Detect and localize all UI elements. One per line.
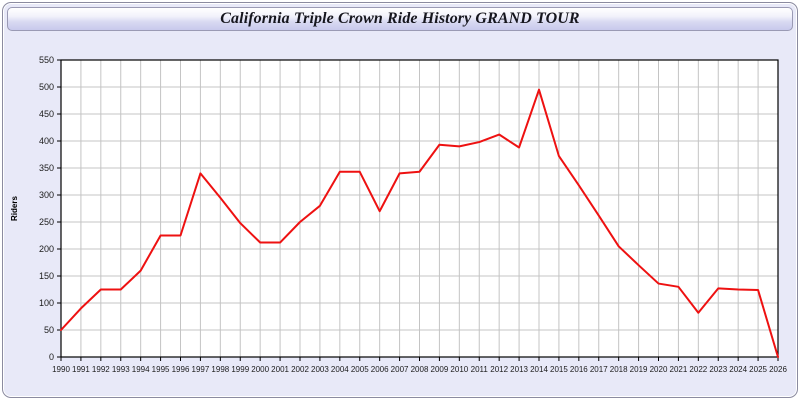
x-axis-tick-label: 2016 xyxy=(570,365,588,374)
x-axis-tick-label: 2004 xyxy=(331,365,349,374)
x-axis-tick-label: 1994 xyxy=(132,365,150,374)
x-axis-tick-label: 2022 xyxy=(689,365,707,374)
x-axis-tick-label: 2010 xyxy=(450,365,468,374)
x-axis-tick-label: 2014 xyxy=(530,365,548,374)
x-axis-tick-label: 2013 xyxy=(510,365,528,374)
x-axis-tick-label: 2005 xyxy=(351,365,369,374)
x-axis-tick-label: 2002 xyxy=(291,365,309,374)
x-axis-tick-label: 2012 xyxy=(490,365,508,374)
x-axis-tick-label: 1996 xyxy=(172,365,190,374)
x-axis-tick-label: 2003 xyxy=(311,365,329,374)
x-axis-tick-label: 1991 xyxy=(72,365,90,374)
y-axis-tick-label: 200 xyxy=(39,244,54,254)
chart-axes xyxy=(60,59,779,358)
y-axis-tick-label: 300 xyxy=(39,190,54,200)
x-axis-tick-label: 1995 xyxy=(152,365,170,374)
x-axis-tick-label: 1998 xyxy=(211,365,229,374)
y-axis-tick-label: 0 xyxy=(49,352,54,362)
y-axis-tick-label: 450 xyxy=(39,109,54,119)
y-axis-tick-label: 500 xyxy=(39,82,54,92)
x-axis-tick-label: 2007 xyxy=(391,365,409,374)
x-axis-tick-label: 2009 xyxy=(431,365,449,374)
x-axis-tick-label: 1997 xyxy=(192,365,210,374)
y-axis-tick-label: 50 xyxy=(44,325,54,335)
page-title: California Triple Crown Ride History GRA… xyxy=(220,10,580,27)
series-line-riders xyxy=(60,88,779,358)
x-axis-tick-label: 2011 xyxy=(471,365,489,374)
x-axis-tick-label: 1992 xyxy=(92,365,110,374)
x-axis-tick-label: 2021 xyxy=(670,365,688,374)
y-axis-tick-label: 550 xyxy=(39,55,54,65)
y-axis-tick-label: 400 xyxy=(39,136,54,146)
x-axis-tick-label: 2018 xyxy=(610,365,628,374)
y-axis-tick-label: 350 xyxy=(39,163,54,173)
x-axis-tick-label: 1993 xyxy=(112,365,130,374)
x-axis-tick-label: 2024 xyxy=(729,365,747,374)
chart-plot-area: 0 50 100 150 200 250 300 350 400 450 500 550 1990 19… xyxy=(3,33,799,397)
x-axis-tick-label: 2019 xyxy=(630,365,648,374)
chart-series-riders xyxy=(60,88,779,358)
x-axis-tick-label: 2025 xyxy=(749,365,767,374)
y-axis-ticks: 0 50 100 150 200 250 300 350 400 450 500 550 xyxy=(39,55,61,362)
x-axis-tick-label: 1990 xyxy=(52,365,70,374)
x-axis-tick-label: 2026 xyxy=(769,365,787,374)
x-axis-tick-label: 2008 xyxy=(411,365,429,374)
y-axis-tick-label: 150 xyxy=(39,271,54,281)
y-axis-tick-label: 100 xyxy=(39,298,54,308)
x-axis-tick-label: 2023 xyxy=(709,365,727,374)
x-axis-tick-label: 2020 xyxy=(650,365,668,374)
x-axis-tick-label: 2006 xyxy=(371,365,389,374)
chart-gridlines xyxy=(61,59,779,358)
y-axis-tick-label: 250 xyxy=(39,217,54,227)
x-axis-ticks: 1990 1991 1992 1993 1994 1995 1996 1997 1998 1999… xyxy=(52,357,787,374)
window-titlebar: California Triple Crown Ride History GRA… xyxy=(7,7,793,31)
x-axis-tick-label: 1999 xyxy=(231,365,249,374)
x-axis-tick-label: 2015 xyxy=(550,365,568,374)
x-axis-tick-label: 2001 xyxy=(271,365,289,374)
y-axis-label: Riders xyxy=(10,196,19,221)
x-axis-tick-label: 2000 xyxy=(251,365,269,374)
x-axis-tick-label: 2017 xyxy=(590,365,608,374)
